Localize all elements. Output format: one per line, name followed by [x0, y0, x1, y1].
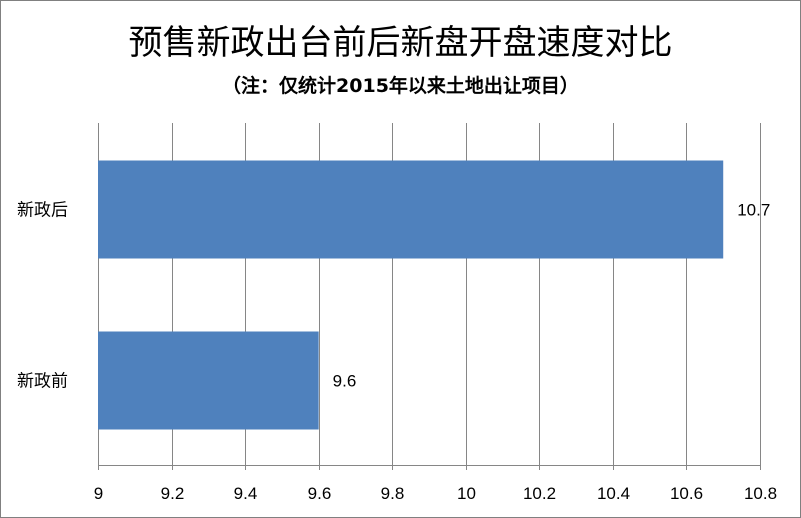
chart-title: 预售新政出台前后新盘开盘速度对比 — [128, 23, 673, 63]
x-tick-label-6: 10.2 — [523, 484, 556, 503]
x-tick-label-4: 9.8 — [381, 484, 405, 503]
data-label-1: 9.6 — [333, 372, 357, 391]
data-label-0: 10.7 — [737, 201, 770, 220]
category-label-1: 新政前 — [17, 372, 68, 392]
x-tick-label-9: 10.8 — [744, 484, 777, 503]
x-tick-label-0: 9 — [94, 484, 103, 503]
x-tick-label-2: 9.4 — [234, 484, 258, 503]
category-label-0: 新政后 — [17, 201, 68, 221]
x-tick-label-8: 10.6 — [670, 484, 703, 503]
x-tick-label-5: 10 — [457, 484, 476, 503]
x-tick-label-7: 10.4 — [597, 484, 630, 503]
x-tick-label-1: 9.2 — [161, 484, 185, 503]
bar-0 — [98, 160, 724, 259]
x-tick-label-3: 9.6 — [308, 484, 332, 503]
bar-1 — [98, 331, 319, 430]
chart-subtitle: （注：仅统计2015年以来土地出让项目） — [222, 75, 579, 97]
